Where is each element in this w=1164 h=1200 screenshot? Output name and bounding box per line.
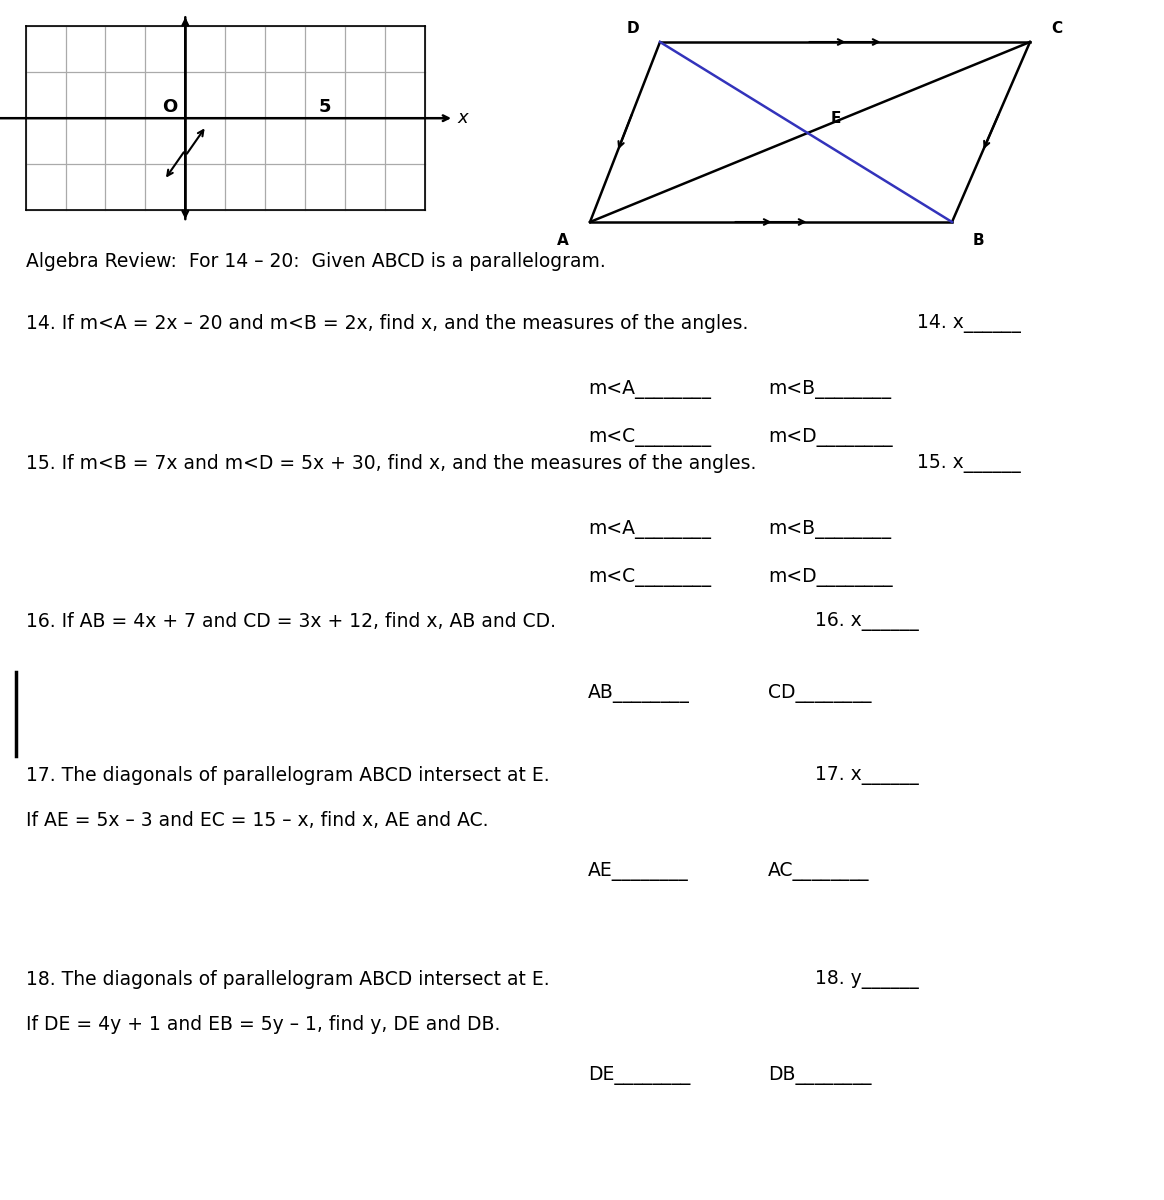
Text: 16. If AB = 4x + 7 and CD = 3x + 12, find x, AB and CD.: 16. If AB = 4x + 7 and CD = 3x + 12, fin… (26, 612, 555, 631)
Text: O: O (162, 97, 177, 115)
Text: m<C________: m<C________ (588, 568, 711, 587)
Text: DE________: DE________ (588, 1066, 690, 1085)
Text: m<A________: m<A________ (588, 380, 711, 400)
Text: m<D________: m<D________ (768, 568, 893, 587)
Text: 18. The diagonals of parallelogram ABCD intersect at E.: 18. The diagonals of parallelogram ABCD … (26, 970, 549, 989)
Text: B: B (973, 233, 985, 248)
Text: m<C________: m<C________ (588, 428, 711, 448)
Text: E: E (831, 110, 842, 126)
Text: D: D (626, 20, 639, 36)
Text: C: C (1051, 20, 1062, 36)
Text: 17. The diagonals of parallelogram ABCD intersect at E.: 17. The diagonals of parallelogram ABCD … (26, 766, 549, 785)
Text: If AE = 5x – 3 and EC = 15 – x, find x, AE and AC.: If AE = 5x – 3 and EC = 15 – x, find x, … (26, 811, 488, 830)
Text: AC________: AC________ (768, 862, 870, 881)
Text: If DE = 4y + 1 and EB = 5y – 1, find y, DE and DB.: If DE = 4y + 1 and EB = 5y – 1, find y, … (26, 1015, 501, 1034)
Text: DB________: DB________ (768, 1066, 872, 1085)
Text: m<A________: m<A________ (588, 520, 711, 539)
Text: A: A (558, 233, 569, 248)
Text: Algebra Review:  For 14 – 20:  Given ABCD is a parallelogram.: Algebra Review: For 14 – 20: Given ABCD … (26, 252, 605, 271)
Text: 17. x______: 17. x______ (815, 766, 918, 785)
Text: 18. y______: 18. y______ (815, 970, 918, 989)
Text: 15. If m<B = 7x and m<D = 5x + 30, find x, and the measures of the angles.: 15. If m<B = 7x and m<D = 5x + 30, find … (26, 454, 755, 473)
Text: 16. x______: 16. x______ (815, 612, 918, 631)
Text: x: x (457, 109, 468, 127)
Text: 14. If m<A = 2x – 20 and m<B = 2x, find x, and the measures of the angles.: 14. If m<A = 2x – 20 and m<B = 2x, find … (26, 314, 748, 334)
Text: m<B________: m<B________ (768, 380, 892, 400)
Text: m<B________: m<B________ (768, 520, 892, 539)
Text: 15. x______: 15. x______ (917, 454, 1021, 473)
Text: 5: 5 (319, 97, 332, 115)
Text: CD________: CD________ (768, 684, 872, 703)
Text: 14. x______: 14. x______ (917, 314, 1021, 334)
Text: m<D________: m<D________ (768, 428, 893, 448)
Text: AB________: AB________ (588, 684, 690, 703)
Text: AE________: AE________ (588, 862, 689, 881)
